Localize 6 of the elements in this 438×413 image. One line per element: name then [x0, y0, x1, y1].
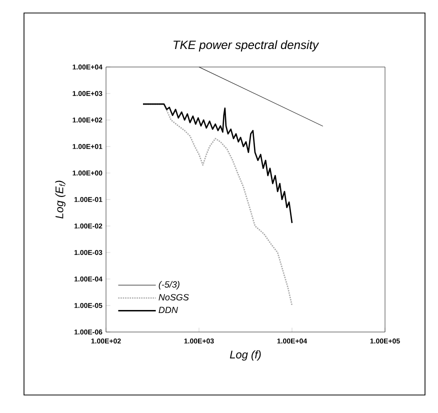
legend-label: DDN: [158, 306, 178, 314]
legend-label: (-5/3): [158, 281, 180, 290]
legend-label: NoSGS: [158, 294, 189, 300]
y-axis-title: Log (E$_{f}$): [55, 180, 66, 219]
chart-title: TKE power spectral density: [174, 40, 320, 52]
x-axis-title: Log (f): [230, 350, 261, 361]
